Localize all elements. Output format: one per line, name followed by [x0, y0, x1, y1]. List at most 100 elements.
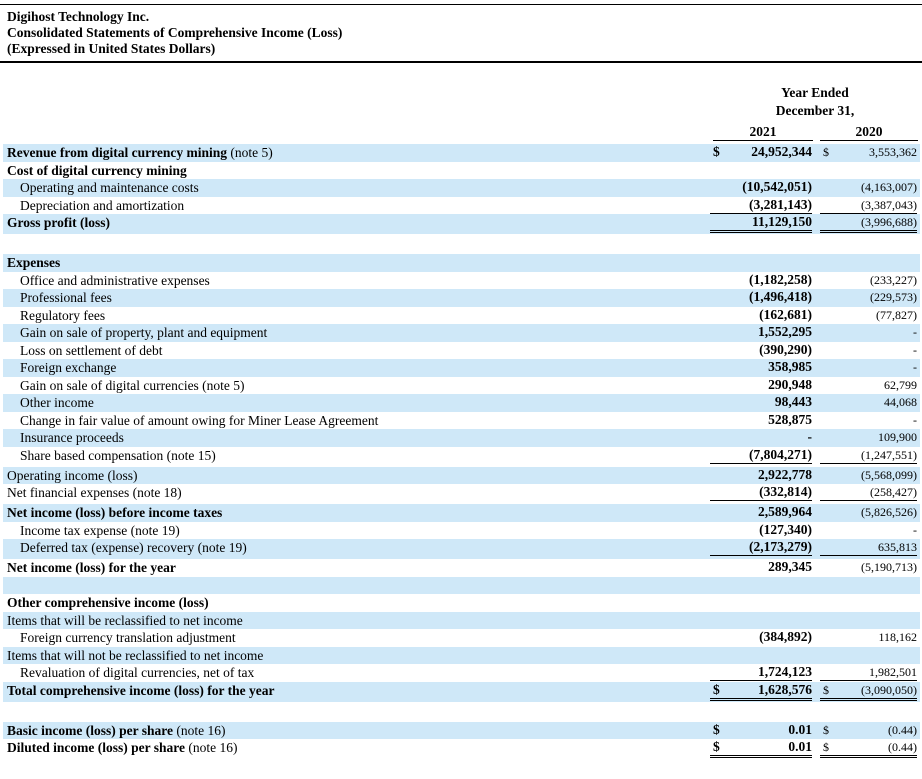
amount-cell: 289,345	[710, 559, 812, 575]
row-label: Diluted income (loss) per share (note 16…	[7, 740, 237, 756]
row-label: Basic income (loss) per share (note 16)	[7, 723, 225, 739]
row-label: Income tax expense (note 19)	[20, 523, 180, 539]
line-item: Foreign exchange	[20, 360, 117, 375]
amount: 289,345	[768, 559, 812, 574]
spacer-row	[3, 576, 920, 594]
row-label: Net income (loss) before income taxes	[7, 505, 222, 521]
line-item: Total comprehensive income (loss) for th…	[7, 682, 275, 698]
amount: -	[913, 412, 917, 427]
row-label: Net financial expenses (note 18)	[7, 485, 182, 501]
spacer-row	[3, 234, 920, 254]
amount-cell: (384,892)	[710, 629, 812, 645]
statement-row: Insurance proceeds - 109,900	[3, 429, 920, 447]
row-label: Expenses	[7, 255, 60, 271]
row-label: Cost of digital currency mining	[7, 163, 187, 179]
amount-cell: 290,948	[710, 377, 812, 393]
statement-row: Other income 98,443 44,068	[3, 394, 920, 412]
row-label: Insurance proceeds	[20, 430, 124, 446]
statement-row: Basic income (loss) per share (note 16) $…	[3, 721, 920, 739]
amount: (3,090,050)	[861, 682, 917, 697]
amount: -	[913, 342, 917, 357]
currency-sign: $	[713, 144, 720, 159]
amount-cell: $0.01	[710, 722, 812, 738]
amount: 109,900	[878, 430, 917, 444]
amount-cell: (1,247,551)	[820, 447, 917, 464]
line-item: Depreciation and amortization	[20, 197, 185, 213]
statement-row: Gain on sale of digital currencies (note…	[3, 377, 920, 395]
amount-cell: 1,552,295	[710, 324, 812, 340]
statement-row: Professional fees (1,496,418) (229,573)	[3, 289, 920, 307]
line-item: Cost of digital currency mining	[7, 162, 187, 178]
currency-sign: $	[823, 145, 829, 159]
row-label: Depreciation and amortization	[20, 198, 184, 214]
row-label: Operating and maintenance costs	[20, 180, 199, 196]
amount-cell: (162,681)	[710, 307, 812, 323]
amount-cell: -	[820, 359, 917, 375]
statement-row: Share based compensation (note 15) (7,804…	[3, 447, 920, 467]
header: Digihost Technology Inc. Consolidated St…	[0, 4, 922, 63]
row-label: Revaluation of digital currencies, net o…	[20, 665, 254, 681]
amount-cell: (1,182,258)	[710, 272, 812, 288]
amount-cell: (10,542,051)	[710, 179, 812, 195]
statement-row: Operating income (loss) 2,922,778 (5,568,0…	[3, 466, 920, 484]
statement-row: Office and administrative expenses (1,182…	[3, 272, 920, 290]
amount-cell: 118,162	[820, 629, 917, 645]
row-label: Revenue from digital currency mining (no…	[7, 145, 273, 161]
row-label: Gain on sale of property, plant and equi…	[20, 325, 267, 341]
row-label: Gain on sale of digital currencies (note…	[20, 378, 245, 394]
amount: (5,568,099)	[861, 467, 917, 482]
statement-row: Items that will not be reclassified to n…	[3, 646, 920, 664]
amount: (3,996,688)	[861, 215, 917, 229]
amount: 0.01	[788, 721, 812, 737]
line-item: Deferred tax (expense) recovery (note 19…	[20, 540, 247, 555]
amount-cell: $ (3,090,050)	[820, 682, 917, 701]
currency-sign: $	[713, 739, 720, 754]
amount: 1,628,576	[758, 681, 812, 697]
amount-cell: 44,068	[820, 394, 917, 410]
amount-cell: -	[820, 412, 917, 428]
statement-row: Foreign exchange 358,985 -	[3, 359, 920, 377]
year-header: 2021	[713, 123, 813, 141]
row-label: Other comprehensive income (loss)	[7, 595, 209, 611]
amount: 118,162	[878, 630, 917, 644]
amount-cell: $0.01	[710, 739, 812, 758]
statement-row: Depreciation and amortization (3,281,143)…	[3, 197, 920, 215]
line-item: Share based compensation (note 15)	[20, 447, 216, 463]
amount: 1,982,501	[869, 665, 917, 679]
statement-row: Income tax expense (note 19) (127,340) -	[3, 522, 920, 540]
line-item: Items that will not be reclassified to n…	[7, 647, 264, 663]
line-item: Items that will be reclassified to net i…	[7, 612, 243, 628]
amount: 528,875	[768, 411, 812, 427]
statement-row: Deferred tax (expense) recovery (note 19…	[3, 539, 920, 559]
amount: 11,129,150	[751, 214, 812, 229]
amount: (0.44)	[888, 740, 917, 754]
company-name: Digihost Technology Inc.	[7, 9, 150, 24]
line-item: Office and administrative expenses	[20, 272, 210, 288]
amount: 2,589,964	[758, 504, 812, 519]
statement-row: Diluted income (loss) per share (note 16…	[3, 739, 920, 758]
amount-cell: 2,589,964	[710, 504, 812, 520]
amount: (258,427)	[870, 485, 917, 499]
row-label: Total comprehensive income (loss) for th…	[7, 683, 274, 699]
amount-cell: (4,163,007)	[820, 179, 917, 195]
amount: (127,340)	[759, 521, 812, 537]
year-header: 2020	[820, 123, 918, 141]
row-label: Foreign currency translation adjustment	[20, 630, 236, 646]
line-item: Foreign currency translation adjustment	[20, 630, 236, 645]
amount-cell: 109,900	[820, 429, 917, 445]
amount: (233,227)	[870, 272, 917, 287]
amount-cell: (390,290)	[710, 342, 812, 358]
amount-cell: (77,827)	[820, 307, 917, 323]
statement-row: Revenue from digital currency mining (no…	[3, 144, 920, 162]
amount: (390,290)	[759, 341, 812, 357]
statement-row: Items that will be reclassified to net i…	[3, 611, 920, 629]
amount: (5,826,526)	[861, 505, 917, 519]
note-ref: (note 16)	[176, 722, 226, 738]
statement-row: Change in fair value of amount owing for…	[3, 412, 920, 430]
column-header: Year Ended December 31,	[710, 84, 920, 120]
statement-basis: (Expressed in United States Dollars)	[7, 41, 216, 56]
currency-sign: $	[713, 721, 720, 737]
currency-sign: $	[713, 681, 720, 697]
amount-cell: (5,568,099)	[820, 467, 917, 483]
